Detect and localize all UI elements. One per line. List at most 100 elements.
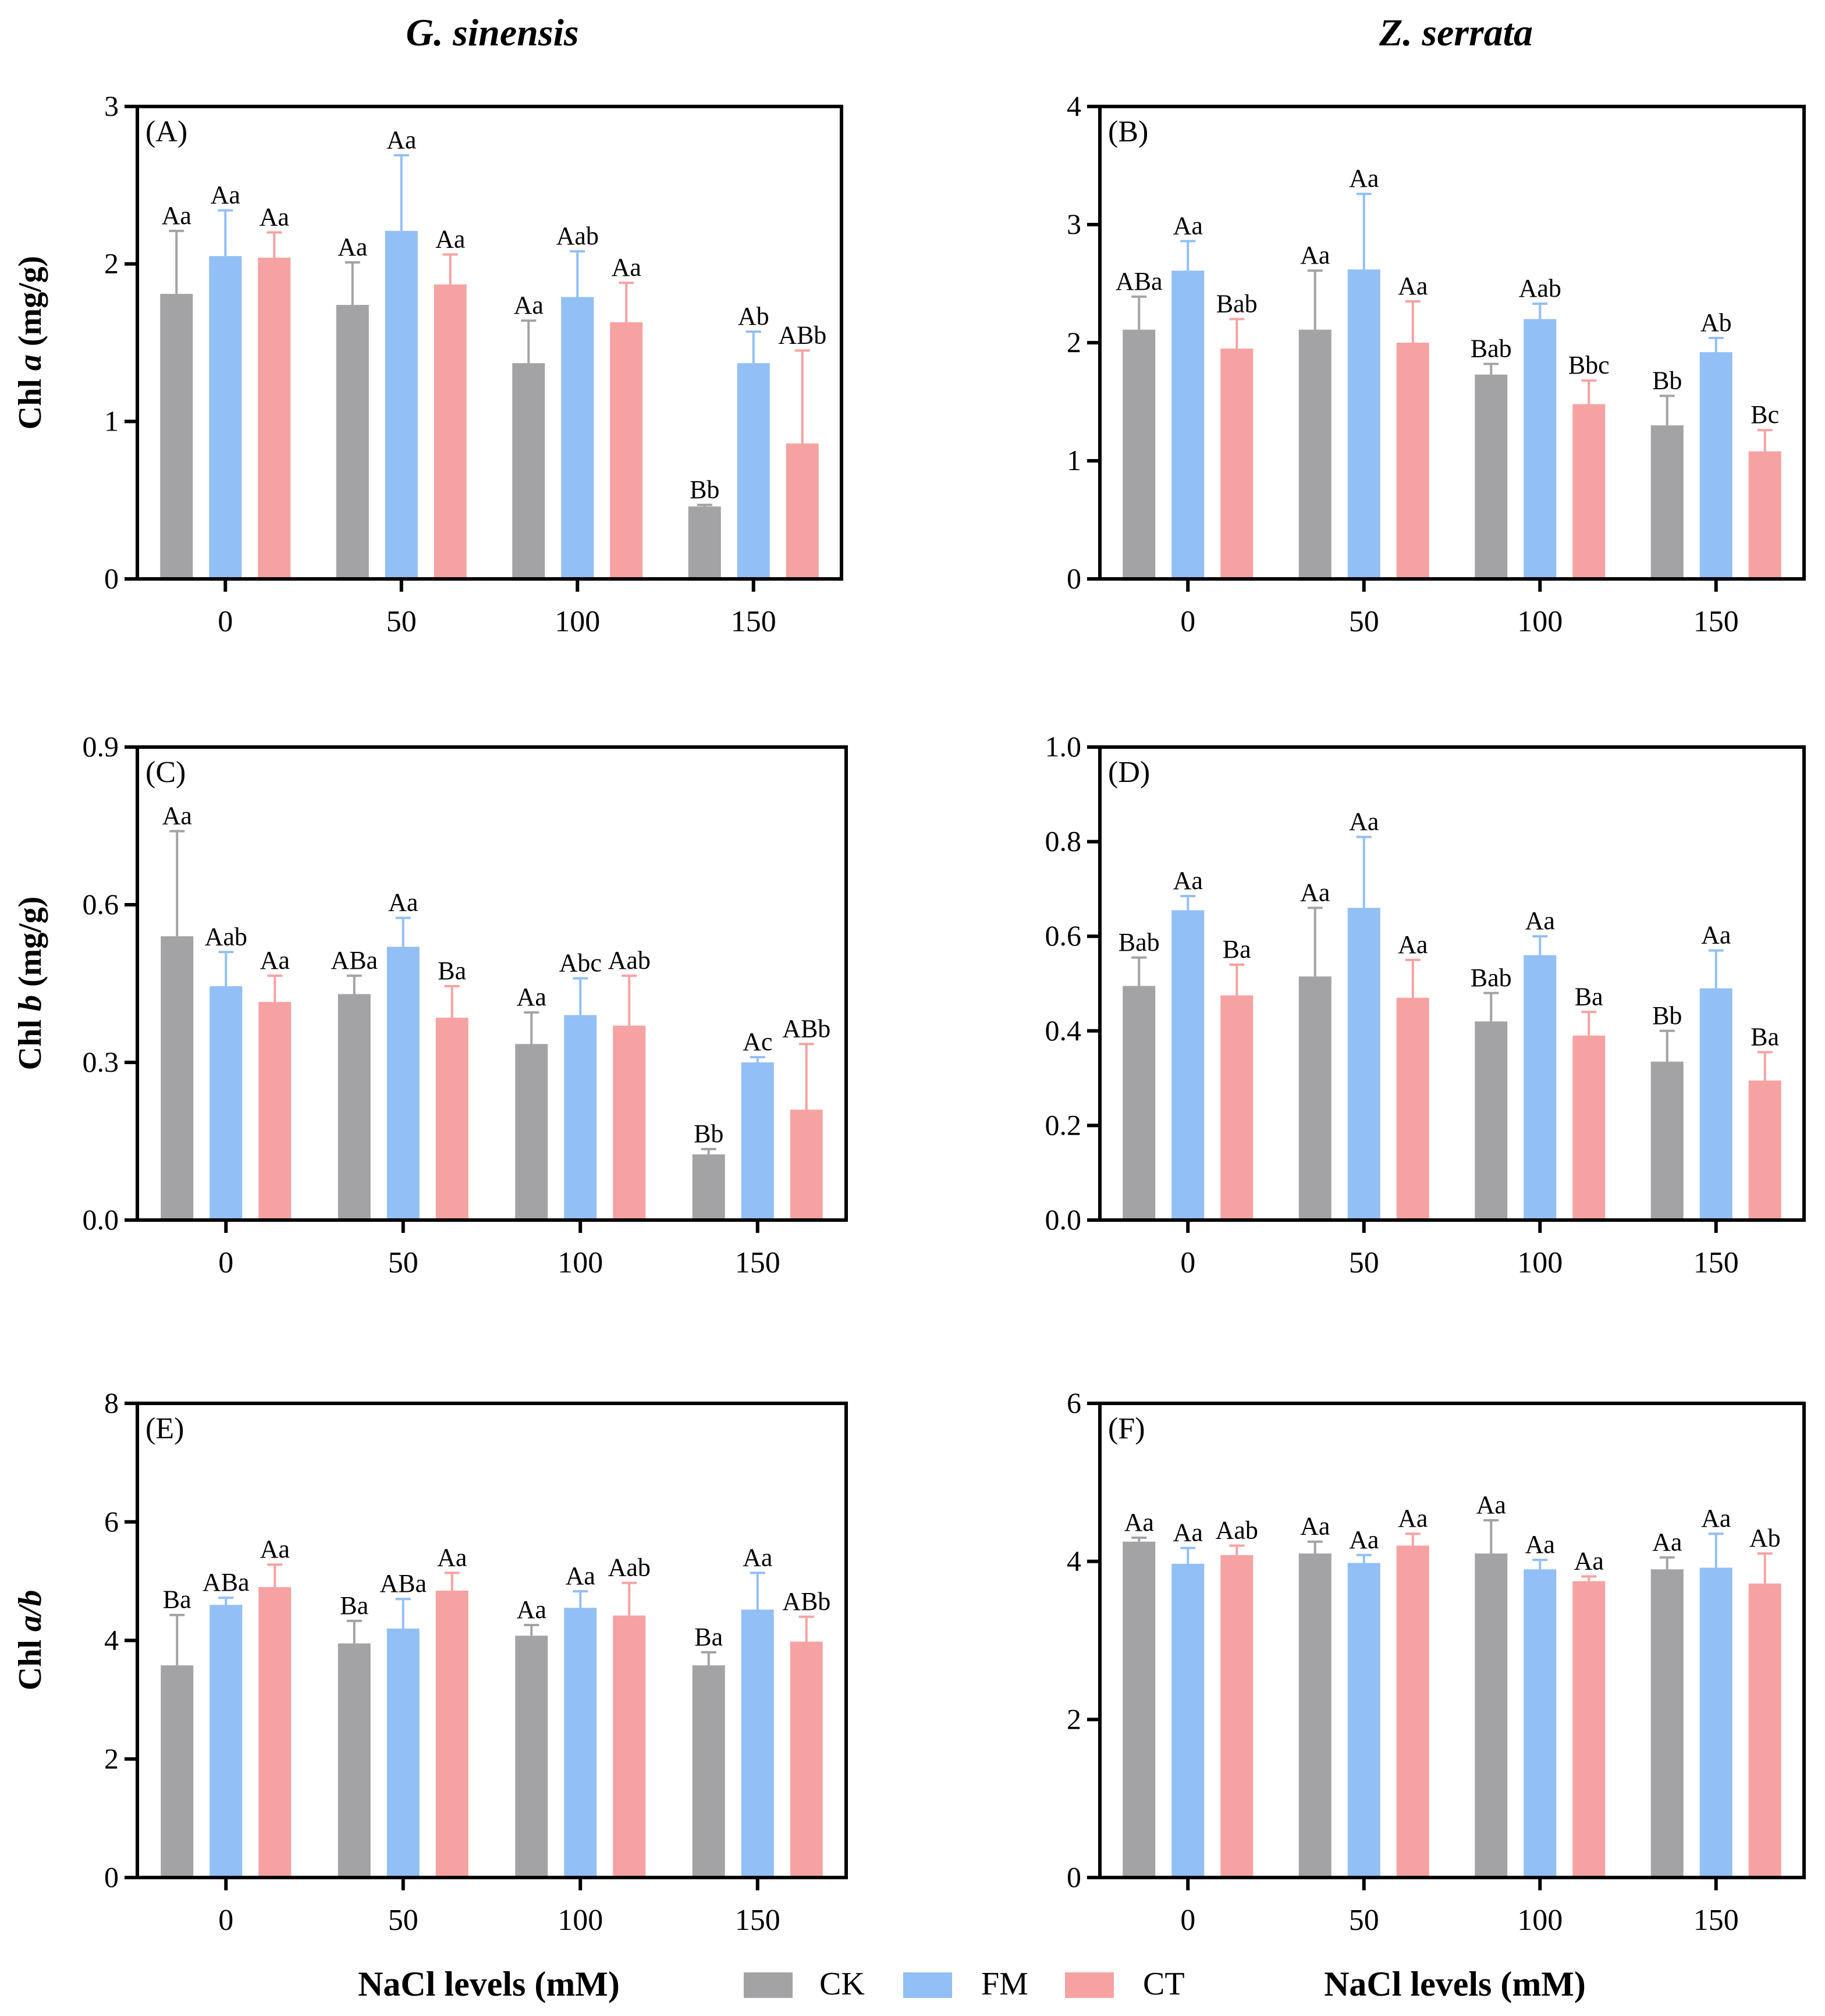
bar-ck-50 — [1298, 1553, 1332, 1878]
bar-ck-100 — [512, 363, 545, 579]
chart-panel-3: Aa ABa Aa Bb Aab Aa Abc Ac Aa Ba Aab ABb 0.0 0.3 0.6 0.… — [12, 730, 848, 1279]
y-tick-label: 0.0 — [83, 1203, 119, 1236]
bar-ck-100 — [1475, 1553, 1508, 1878]
significance-label: Aa — [162, 201, 191, 230]
significance-label: Aa — [1701, 1504, 1731, 1533]
x-tick-label: 100 — [1517, 1246, 1563, 1279]
bar-fm-150 — [1699, 352, 1732, 579]
significance-label: Aa — [1300, 1512, 1330, 1541]
significance-label: Ac — [743, 1027, 772, 1056]
legend-swatch-ck — [744, 1972, 793, 1998]
significance-label: Ba — [438, 957, 466, 985]
bar-fm-50 — [1347, 908, 1380, 1220]
significance-label: Aa — [1574, 1546, 1604, 1575]
panel-label: (E) — [145, 1412, 184, 1445]
plot-frame — [1098, 745, 1806, 1222]
significance-label: Bb — [694, 1119, 723, 1148]
bar-ct-150 — [1748, 451, 1781, 579]
y-tick-label: 0 — [104, 1861, 119, 1893]
chart-panel-5: Ba Ba Aa Ba ABa ABa Aa Aa Aa Aa Aab ABb 0 2 4 6 8 0 50 100 1… — [12, 1386, 848, 1937]
legend-label-ck: CK — [819, 1966, 865, 2002]
bar-fm-50 — [386, 947, 420, 1220]
bar-fm-100 — [561, 297, 594, 579]
bar-ck-150 — [1650, 425, 1684, 579]
bar-ct-150 — [786, 443, 819, 579]
bar-ct-50 — [1396, 997, 1429, 1220]
x-tick-label: 150 — [1693, 1904, 1739, 1937]
bar-ct-100 — [1572, 404, 1606, 579]
significance-label: Aa — [338, 233, 367, 261]
bar-ct-50 — [1396, 343, 1429, 579]
x-tick-label: 0 — [218, 605, 233, 638]
significance-label: Bab — [1471, 963, 1512, 992]
significance-label: Aa — [743, 1543, 772, 1571]
y-tick-label: 3 — [1067, 208, 1081, 240]
panel-label: (B) — [1108, 115, 1148, 148]
panel-label: (C) — [145, 756, 186, 789]
significance-label: Aa — [1398, 930, 1428, 959]
bar-ct-0 — [258, 1002, 292, 1220]
significance-label: Aa — [517, 1595, 546, 1624]
bar-fm-100 — [1524, 319, 1557, 579]
chart-panel-1: Aa Aa Aa Bb Aa Aa Aab Ab Aa Aa Aa ABb 0 1 2 3 0 50 100 150 (… — [12, 90, 843, 638]
bar-fm-100 — [564, 1608, 597, 1878]
significance-label: Bb — [1652, 1001, 1682, 1030]
significance-label: Aab — [1216, 1516, 1258, 1545]
y-tick-label: 2 — [1067, 326, 1081, 358]
significance-label: Aa — [1173, 866, 1203, 895]
bar-fm-50 — [1347, 1563, 1380, 1878]
y-tick-label: 4 — [1067, 1545, 1081, 1577]
col-title-right: Z. serrata — [1379, 12, 1533, 54]
significance-label: ABb — [778, 321, 826, 350]
bar-ck-150 — [692, 1154, 725, 1220]
chart-panel-6: Aa Aa Aa Aa Aa Aa Aa Aa Aab Aa Aa Ab 0 2 4 6 0 50 100 150 (F… — [1067, 1386, 1806, 1937]
plot-frame — [1098, 105, 1806, 581]
significance-label: Aa — [1173, 1519, 1203, 1547]
significance-label: Aa — [437, 1543, 467, 1571]
significance-label: Aa — [1300, 241, 1330, 269]
significance-label: Aa — [260, 203, 289, 232]
x-tick-label: 50 — [388, 1246, 418, 1279]
significance-label: ABb — [782, 1014, 830, 1043]
x-tick-label: 50 — [388, 1904, 418, 1937]
significance-label: Aa — [211, 181, 240, 209]
significance-label: Aa — [162, 802, 192, 830]
bar-ck-100 — [515, 1044, 548, 1220]
y-tick-label: 0 — [104, 562, 119, 595]
x-tick-label: 150 — [735, 1246, 780, 1279]
legend-swatch-fm — [903, 1972, 952, 1998]
y-axis-label: Chl a (mg/g) — [12, 256, 48, 430]
panel-label: (D) — [1108, 756, 1150, 789]
bar-ck-150 — [688, 506, 721, 579]
significance-label: Bab — [1471, 335, 1512, 363]
bar-ct-0 — [1220, 1555, 1254, 1878]
panel-label: (F) — [1108, 1412, 1145, 1445]
chart-panel-2: ABa Aa Bab Bb Aa Aa Aab Ab Bab Aa Bbc Bc 0 1 2 3 4 0 50 100… — [1067, 90, 1806, 638]
y-tick-label: 8 — [104, 1386, 119, 1419]
significance-label: Bab — [1216, 289, 1258, 318]
bar-ct-0 — [258, 1587, 292, 1878]
y-tick-label: 2 — [1067, 1702, 1081, 1735]
bar-ck-100 — [515, 1635, 548, 1878]
significance-label: Ba — [1223, 935, 1251, 963]
y-tick-label: 2 — [104, 1742, 119, 1775]
significance-label: Aa — [1300, 878, 1330, 906]
bar-fm-0 — [210, 1605, 243, 1878]
bar-fm-0 — [210, 986, 243, 1220]
bar-ct-0 — [258, 257, 291, 579]
significance-label: Aab — [205, 922, 247, 951]
x-tick-label: 0 — [218, 1246, 233, 1279]
significance-label: Bb — [690, 475, 719, 504]
y-tick-label: 6 — [1067, 1386, 1081, 1419]
plot-frame — [1098, 1402, 1806, 1879]
y-tick-label: 0.4 — [1045, 1014, 1082, 1047]
y-tick-label: 0.6 — [1045, 919, 1082, 952]
significance-label: Aab — [608, 946, 651, 975]
significance-label: Bc — [1751, 400, 1779, 429]
bar-fm-0 — [1171, 1563, 1205, 1878]
significance-label: Aa — [517, 983, 546, 1011]
significance-label: Aa — [1398, 272, 1428, 300]
significance-label: Aa — [260, 1535, 290, 1563]
significance-label: Aa — [386, 126, 416, 154]
